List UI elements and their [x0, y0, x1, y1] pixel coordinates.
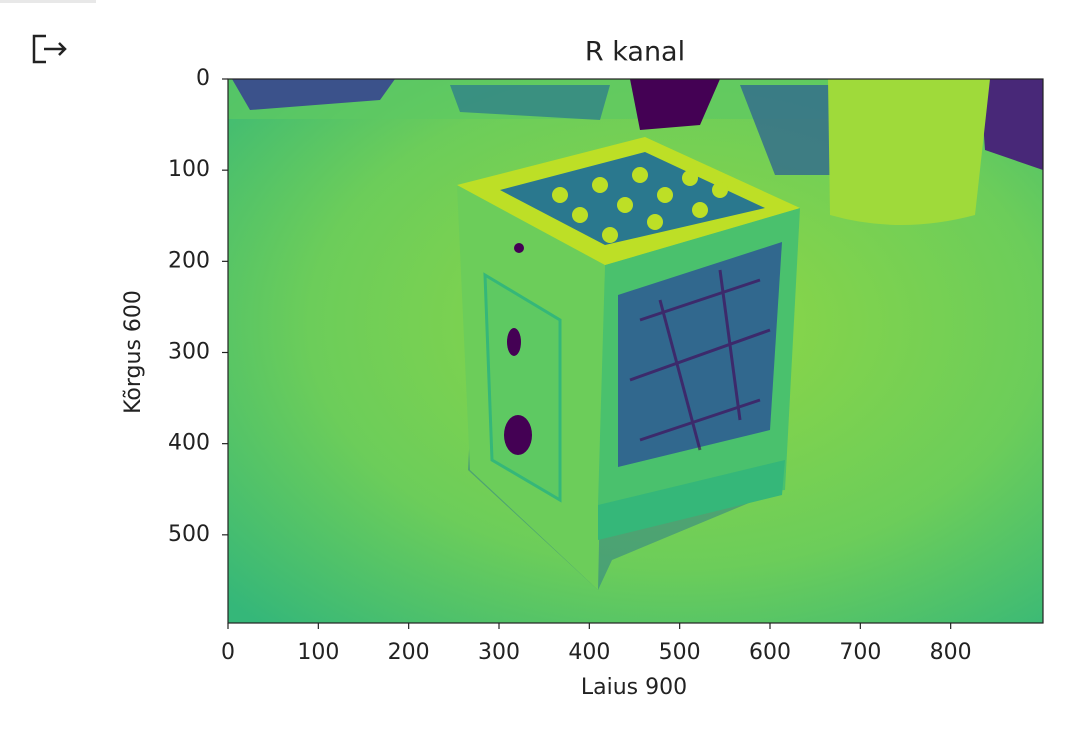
x-tick-label: 200	[388, 640, 430, 665]
y-tick-label: 0	[196, 66, 210, 91]
y-axis-label: Kõrgus 600	[121, 290, 146, 414]
image	[228, 79, 1043, 623]
cell-divider	[0, 0, 96, 3]
x-tick-label: 600	[749, 640, 791, 665]
y-tick-label: 100	[168, 157, 210, 182]
x-tick-label: 100	[297, 640, 339, 665]
x-tick-label: 700	[839, 640, 881, 665]
y-tick-label: 400	[168, 431, 210, 456]
chart-title: R kanal	[585, 37, 685, 68]
output-icon[interactable]	[32, 34, 67, 64]
x-axis-label: Laius 900	[581, 675, 687, 700]
x-tick-label: 800	[930, 640, 972, 665]
y-tick-label: 200	[168, 248, 210, 273]
plot-frame	[227, 78, 1044, 624]
y-tick-label: 300	[168, 340, 210, 365]
x-tick-label: 500	[659, 640, 701, 665]
x-tick-label: 400	[568, 640, 610, 665]
x-tick-label: 0	[221, 640, 235, 665]
y-tick-label: 500	[168, 522, 210, 547]
ticks: 0 100 200 300 400 500 600 700 800 0 100 200 300 400 50…	[168, 66, 972, 665]
x-tick-label: 300	[478, 640, 520, 665]
